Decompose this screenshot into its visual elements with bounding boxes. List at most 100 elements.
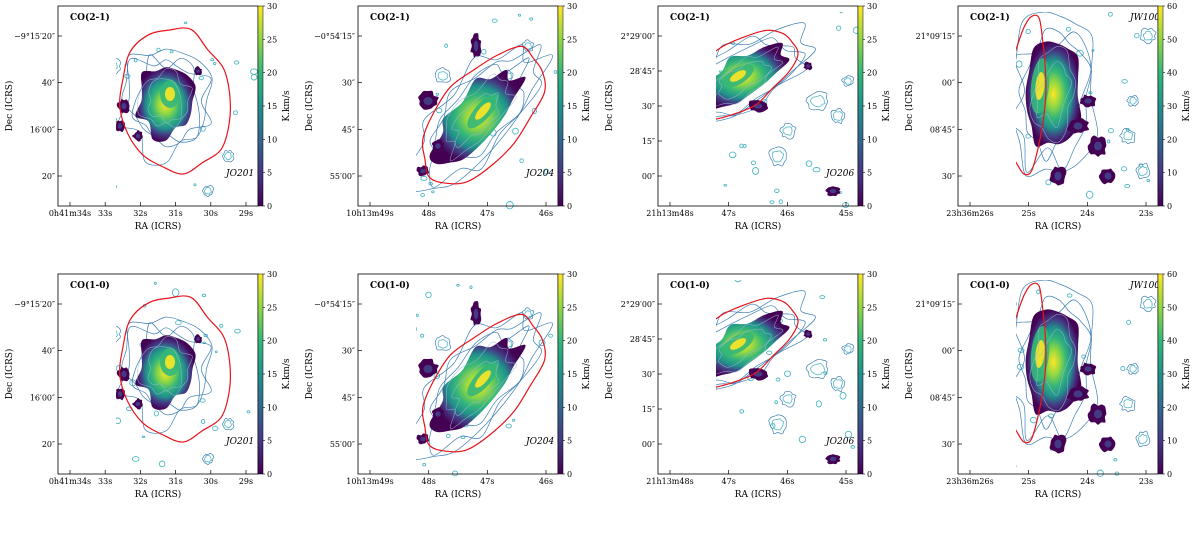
colorbar-tick-label: 5 — [567, 437, 572, 446]
x-tick-label: 47s — [722, 477, 736, 486]
blue-contour — [131, 322, 200, 411]
colorbar-tick-label: 50 — [1167, 35, 1177, 44]
colorbar-tick-label: 25 — [267, 35, 277, 44]
noise-contour — [141, 435, 146, 439]
colorbar-tick-label: 20 — [867, 69, 877, 78]
panel-co2-1-jo201: CO(2-1) JO201 0h41m34s 33s 32s 31s 30s 29s RA (I… — [4, 2, 292, 232]
x-tick-label: 10h13m49s — [346, 209, 393, 218]
colorbar — [557, 5, 564, 207]
co-emission-peak-core — [475, 370, 491, 388]
x-axis-label: RA (ICRS) — [435, 221, 482, 232]
x-axis-label: RA (ICRS) — [1035, 489, 1082, 500]
co-emission-peak-core — [1035, 340, 1045, 368]
noise-contour — [784, 370, 791, 377]
y-axis-label: Dec (ICRS) — [604, 349, 615, 400]
colorbar-tick-label: 0 — [567, 202, 572, 211]
inner-contour — [718, 328, 772, 368]
colorbar-tick-label: 30 — [867, 2, 877, 11]
co-emission-peak-core — [1035, 72, 1045, 100]
y-tick-label: 15″ — [642, 137, 655, 146]
colorbar — [1157, 5, 1164, 207]
x-tick-label: 23h36m26s — [946, 209, 993, 218]
noise-contour — [213, 62, 217, 66]
inner-contour — [1029, 313, 1076, 411]
map-image — [716, 12, 861, 209]
colorbar-tick-label: 30 — [867, 270, 877, 279]
noise-contour — [445, 433, 451, 439]
noise-contour — [433, 372, 441, 380]
x-tick-label: 23h36m26s — [946, 477, 993, 486]
co-emission-clump-core — [423, 96, 433, 106]
colorbar — [857, 273, 864, 475]
colorbar-tick-label: 60 — [1167, 2, 1177, 11]
x-tick-label: 46s — [539, 477, 553, 486]
blue-contour — [521, 307, 535, 320]
y-tick-label: 21°09′15″ — [916, 300, 955, 309]
x-tick-label: 24s — [1080, 477, 1094, 486]
noise-contour — [1016, 465, 1017, 468]
colorbar-tick-label: 0 — [1167, 202, 1172, 211]
stellar-disk-contour — [421, 45, 546, 185]
x-tick-label: 0h41m34s — [49, 209, 91, 218]
co-emission-clump-core — [435, 143, 441, 149]
blue-contour — [830, 376, 846, 393]
noise-contour — [201, 293, 207, 298]
y-tick-label: 00″ — [942, 347, 955, 356]
noise-contour — [1036, 289, 1041, 295]
inner-contour — [137, 68, 193, 128]
blue-contour — [1126, 94, 1139, 107]
y-tick-label: 08′45″ — [930, 125, 955, 134]
colorbar — [857, 5, 864, 207]
colorbar-tick-label: 10 — [567, 403, 577, 412]
panel-co2-1-jo204: CO(2-1) JO204 10h13m49s 48s 47s 46s RA (ICRS) −… — [304, 2, 592, 232]
noise-contour — [512, 127, 519, 135]
noise-contour — [739, 143, 744, 148]
noise-contour — [193, 183, 197, 187]
blue-contour — [841, 75, 855, 87]
colorbar-tick-label: 15 — [567, 370, 577, 379]
cyan-contour — [810, 363, 826, 376]
stellar-disk-contour — [716, 29, 799, 120]
inner-contour — [1035, 61, 1073, 128]
galaxy-label: JO201 — [224, 437, 254, 447]
noise-contour — [435, 92, 439, 96]
y-tick-label: −0°54′15″ — [314, 300, 355, 309]
y-tick-label: 28′45″ — [630, 335, 655, 344]
axes-background — [358, 274, 558, 474]
colorbar-tick-label: 30 — [267, 270, 277, 279]
y-tick-label: 08′45″ — [930, 393, 955, 402]
co-emission-clump-core — [1073, 122, 1083, 130]
colorbar-tick-label: 5 — [567, 169, 572, 178]
blue-contour — [202, 453, 214, 466]
cyan-contour — [524, 310, 532, 318]
x-tick-label: 32s — [133, 209, 147, 218]
cyan-contour — [204, 187, 212, 195]
y-tick-label: 20″ — [42, 172, 55, 181]
x-tick-label: 46s — [780, 477, 794, 486]
blue-contour — [841, 343, 855, 355]
blue-contour — [434, 67, 452, 83]
colorbar-label: K.km/s — [582, 358, 592, 390]
noise-contour — [480, 48, 487, 55]
colorbar-tick-label: 20 — [567, 337, 577, 346]
line-label: CO(2-1) — [970, 12, 1010, 23]
noise-contour — [1045, 179, 1052, 186]
panel-co1-0-jo206: CO(1-0) JO206 21h13m48s 47s 46s 45s RA (ICRS) 2… — [604, 270, 892, 500]
cyan-contour — [782, 394, 793, 404]
noise-contour — [774, 188, 780, 193]
x-tick-label: 24s — [1080, 209, 1094, 218]
panel-co1-0-jo204: CO(1-0) JO204 10h13m49s 48s 47s 46s RA (ICRS) −… — [304, 270, 592, 500]
co-emission-clump-core — [473, 308, 479, 320]
inner-contour — [451, 360, 500, 416]
co-emission-clump-core — [117, 123, 123, 129]
co-emission-clump-core — [420, 168, 426, 174]
y-tick-label: 21°09′15″ — [916, 32, 955, 41]
noise-contour — [200, 125, 206, 132]
galaxy-label: JW100 — [1128, 13, 1160, 23]
colorbar-tick-label: 15 — [567, 102, 577, 111]
noise-contour — [844, 430, 853, 439]
blue-contour — [768, 414, 787, 435]
cyan-contour — [1143, 298, 1153, 309]
inner-contour — [716, 314, 784, 375]
co-emission-clump-core — [135, 133, 141, 139]
